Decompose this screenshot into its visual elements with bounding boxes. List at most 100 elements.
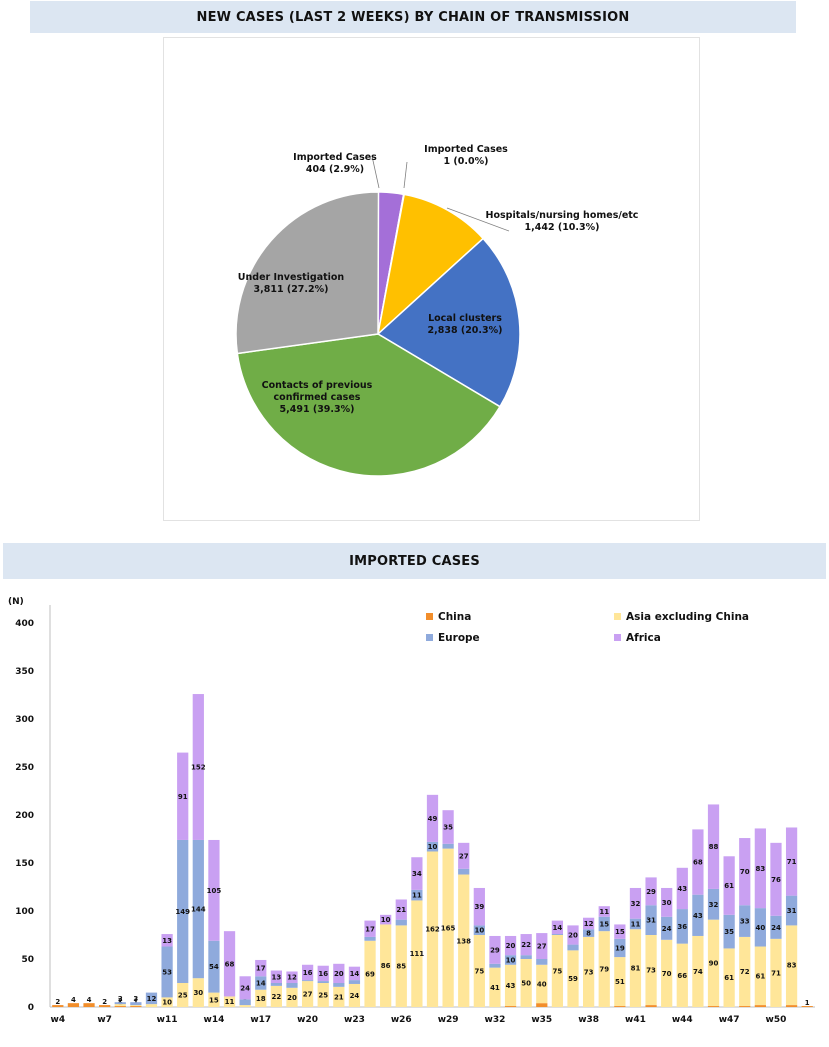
bar-segment xyxy=(301,964,314,981)
bar-segment xyxy=(380,914,392,925)
bar-segment xyxy=(395,899,407,920)
x-tick-label: w50 xyxy=(766,1015,787,1025)
x-tick-label: w17 xyxy=(250,1015,271,1025)
bar-segment xyxy=(770,938,782,1007)
bar-data-label: 17 xyxy=(365,925,375,933)
bar-data-label: 71 xyxy=(771,969,781,977)
bar-data-label: 39 xyxy=(474,903,484,911)
x-tick-label: w47 xyxy=(719,1015,740,1025)
bar-segment xyxy=(614,957,626,1007)
x-tick-label: w41 xyxy=(625,1015,646,1025)
bar-data-label: 10 xyxy=(162,999,172,1007)
pie-slice-label: confirmed cases xyxy=(274,392,361,403)
bar-data-label: 15 xyxy=(209,996,219,1004)
bar-data-label: 59 xyxy=(568,975,578,983)
bar-segment xyxy=(333,986,345,1007)
bar-segment xyxy=(536,964,548,1004)
bar-segment xyxy=(598,916,610,932)
pie-slice-label: 1,442 (10.3%) xyxy=(525,222,600,233)
bar-segment xyxy=(583,917,595,930)
bar-data-label: 13 xyxy=(272,973,282,981)
bar-data-label: 74 xyxy=(693,968,703,976)
bar-data-label: 51 xyxy=(615,978,625,986)
bar-segment xyxy=(707,1006,720,1007)
bar-data-label: 83 xyxy=(787,962,797,970)
bar-segment xyxy=(333,983,345,987)
bar-data-label: 73 xyxy=(646,967,656,975)
bar-chart: (N)0501001502002503003504002w4442w712211… xyxy=(8,597,815,1025)
bar-data-label: 10 xyxy=(474,927,484,935)
bar-segment xyxy=(270,970,282,983)
bar-segment xyxy=(239,1005,251,1007)
bar-data-label: 14 xyxy=(553,924,563,932)
y-tick-label: 300 xyxy=(15,715,34,725)
bar-segment xyxy=(255,989,267,1007)
x-tick-label: w4 xyxy=(51,1015,66,1025)
bar-segment xyxy=(114,1004,126,1007)
bar-data-label: 3 xyxy=(133,995,138,1003)
bar-data-label: 79 xyxy=(599,966,609,974)
bar-data-label: 27 xyxy=(459,852,469,860)
x-tick-label: w26 xyxy=(391,1015,412,1025)
bar-segment xyxy=(504,935,517,956)
pie-slice-label: Imported Cases xyxy=(293,152,377,163)
bar-segment xyxy=(411,900,423,1007)
bar-data-label: 2 xyxy=(118,995,123,1003)
bar-data-label: 43 xyxy=(506,982,516,990)
bar-data-label: 76 xyxy=(771,876,781,884)
bar-data-label: 91 xyxy=(178,793,188,801)
bar-segment xyxy=(676,867,688,910)
bar-segment xyxy=(551,935,564,1007)
bar-segment xyxy=(239,999,251,1006)
bar-segment xyxy=(504,1006,517,1007)
bar-segment xyxy=(551,920,564,935)
bar-segment xyxy=(583,929,595,937)
bar-data-label: 24 xyxy=(350,992,360,1000)
bar-segment xyxy=(52,1005,64,1007)
bar-data-label: 30 xyxy=(662,899,672,907)
pie-slice xyxy=(376,237,521,408)
bar-data-label: 12 xyxy=(584,920,594,928)
bar-segment xyxy=(426,794,439,842)
bar-segment xyxy=(645,935,657,1006)
bar-segment xyxy=(99,1005,111,1007)
bar-segment xyxy=(301,980,314,982)
bar-segment xyxy=(395,925,407,1007)
bar-segment xyxy=(676,943,688,1007)
bar-segment xyxy=(583,936,595,1007)
bar-data-label: 15 xyxy=(599,920,609,928)
bar-segment xyxy=(785,925,798,1006)
bar-segment xyxy=(458,874,470,1007)
pie-slice-label: 3,811 (27.2%) xyxy=(254,284,329,295)
bar-data-label: 1 xyxy=(133,998,138,1006)
bar-data-label: 13 xyxy=(162,937,172,945)
bar-segment xyxy=(520,955,532,959)
bar-data-label: 16 xyxy=(318,970,328,978)
legend-swatch xyxy=(426,613,433,620)
bar-segment xyxy=(723,948,735,1007)
bar-segment xyxy=(739,936,751,1007)
y-tick-label: 400 xyxy=(15,619,34,629)
bar-segment xyxy=(473,887,485,926)
bar-segment xyxy=(536,959,548,965)
bar-data-label: 35 xyxy=(443,824,453,832)
bar-segment xyxy=(785,895,798,926)
y-tick-label: 350 xyxy=(15,667,34,677)
bar-data-label: 29 xyxy=(646,888,656,896)
bar-data-label: 11 xyxy=(412,892,422,900)
bar-data-label: 20 xyxy=(334,970,344,978)
bar-segment xyxy=(208,839,220,941)
bar-segment xyxy=(692,894,704,936)
bar-data-label: 20 xyxy=(506,942,516,950)
bar-segment xyxy=(598,906,610,917)
bar-data-label: 40 xyxy=(755,924,765,932)
bar-data-label: 49 xyxy=(428,815,438,823)
y-axis-label: (N) xyxy=(8,597,24,607)
bar-data-label: 86 xyxy=(381,962,391,970)
bar-segment xyxy=(754,908,766,947)
legend-label: Europe xyxy=(438,632,480,644)
y-tick-label: 50 xyxy=(21,955,34,965)
bar-data-label: 16 xyxy=(303,969,313,977)
bar-segment xyxy=(380,924,392,1007)
bar-segment xyxy=(676,909,688,944)
